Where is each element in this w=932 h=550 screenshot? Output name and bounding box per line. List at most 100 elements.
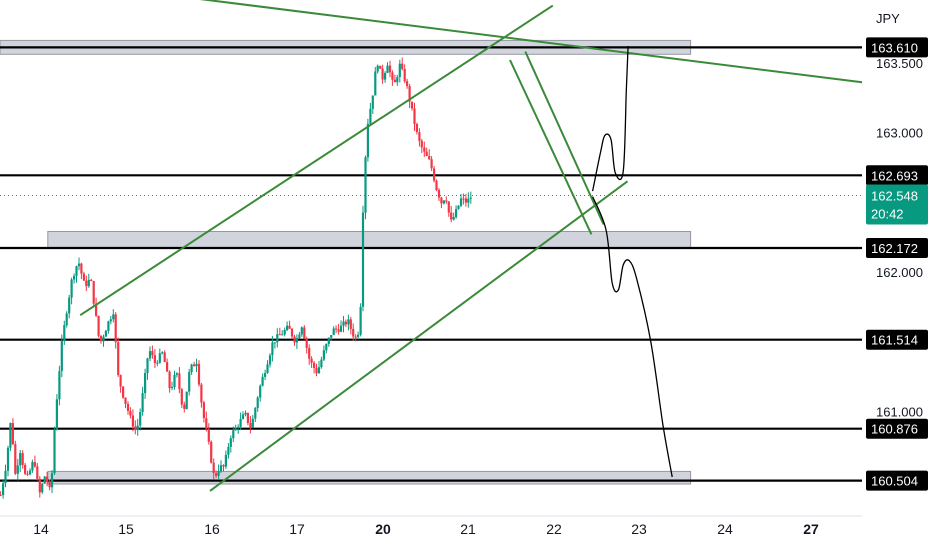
- y-tick-label: 162.000: [876, 265, 923, 280]
- x-tick-label: 17: [289, 521, 305, 537]
- candle-body: [202, 402, 205, 419]
- x-tick-label: 23: [631, 521, 647, 537]
- candle-body: [58, 371, 61, 400]
- projection-lower: [591, 196, 673, 478]
- level-price-text: 163.610: [871, 40, 918, 55]
- candle-body: [266, 364, 269, 373]
- candle-body: [21, 453, 24, 465]
- candle-body: [452, 217, 455, 220]
- candle-body: [398, 63, 401, 77]
- candle-body: [183, 404, 186, 409]
- candle-body: [359, 306, 362, 335]
- candle-body: [92, 281, 95, 304]
- candle-body: [335, 328, 338, 330]
- y-axis: 163.500 163.000 162.000 161.000: [876, 56, 923, 420]
- candle-body: [347, 319, 350, 325]
- candle-body: [344, 321, 347, 325]
- candle-body: [298, 334, 301, 339]
- candle-body: [14, 444, 17, 474]
- candle-body: [371, 95, 374, 109]
- candle-body: [224, 454, 227, 467]
- candle-body: [6, 447, 10, 471]
- level-price-tag: [866, 238, 928, 258]
- candle-body: [384, 72, 387, 80]
- candle-body: [396, 77, 399, 83]
- candle-body: [325, 344, 328, 351]
- trend-line-3: [509, 59, 593, 235]
- candle-body: [148, 351, 152, 359]
- candle-body: [178, 373, 181, 390]
- trendlines-layer: [79, 0, 863, 492]
- level-price-text: 162.172: [871, 241, 918, 256]
- candle-body: [278, 334, 281, 336]
- candle-body: [393, 79, 396, 83]
- candle-body: [232, 430, 235, 439]
- candle-body: [386, 65, 389, 73]
- level-price-tag: [866, 37, 928, 58]
- candle-body: [117, 342, 120, 375]
- x-tick-label: 20: [375, 521, 391, 537]
- candle-body: [41, 483, 44, 493]
- trend-line-1: [79, 4, 554, 317]
- candle-body: [107, 321, 110, 331]
- current-price-tag: [866, 184, 928, 225]
- candle-body: [168, 371, 171, 389]
- candle-body: [442, 200, 445, 204]
- candle-body: [315, 368, 318, 374]
- candle-body: [24, 464, 27, 474]
- currency-label: JPY: [876, 11, 900, 26]
- candle-body: [109, 319, 112, 322]
- candle-body: [264, 373, 267, 377]
- candle-body: [423, 147, 426, 152]
- candle-body: [317, 367, 321, 374]
- level-price-text: 160.876: [871, 422, 918, 437]
- levels-layer: [0, 46, 862, 482]
- candle-body: [295, 338, 298, 343]
- candle-body: [437, 190, 441, 198]
- candle-body: [119, 375, 122, 387]
- candle-body: [259, 385, 262, 398]
- candle-body: [447, 201, 450, 213]
- candle-body: [418, 132, 421, 141]
- candle-body: [364, 157, 367, 213]
- candle-body: [290, 328, 294, 337]
- x-tick-label: 22: [546, 521, 562, 537]
- candle-body: [337, 329, 340, 332]
- candle-body: [327, 337, 330, 344]
- candle-body: [241, 414, 245, 419]
- candle-body: [366, 123, 369, 158]
- candle-body: [219, 465, 223, 471]
- candle-body: [254, 408, 257, 419]
- candle-body: [428, 156, 431, 160]
- candle-body: [249, 423, 252, 428]
- candle-body: [104, 330, 107, 337]
- candle-body: [246, 412, 249, 423]
- candle-body: [310, 358, 313, 363]
- level-price-tag: [866, 470, 928, 491]
- candle-body: [369, 108, 372, 124]
- candle-body: [11, 423, 14, 445]
- trend-line-0: [209, 180, 629, 492]
- candle-body: [234, 427, 237, 431]
- candle-body: [354, 336, 357, 338]
- candle-body: [75, 266, 78, 276]
- candle-body: [413, 108, 416, 124]
- zone-1: [47, 231, 692, 249]
- candle-body: [251, 418, 254, 428]
- candle-body: [339, 325, 343, 332]
- candle-body: [435, 180, 438, 191]
- candle-body: [63, 325, 66, 341]
- candle-body: [200, 384, 203, 403]
- candle-body: [415, 124, 418, 132]
- candle-body: [36, 466, 39, 479]
- candle-body: [330, 335, 333, 338]
- level-price-tag: [866, 165, 928, 186]
- candle-body: [141, 393, 144, 412]
- candle-body: [244, 412, 247, 415]
- candle-body: [222, 465, 225, 467]
- candle-body: [212, 462, 215, 473]
- candle-body: [215, 473, 218, 476]
- candle-body: [114, 314, 117, 343]
- level-price-tag: [866, 329, 928, 350]
